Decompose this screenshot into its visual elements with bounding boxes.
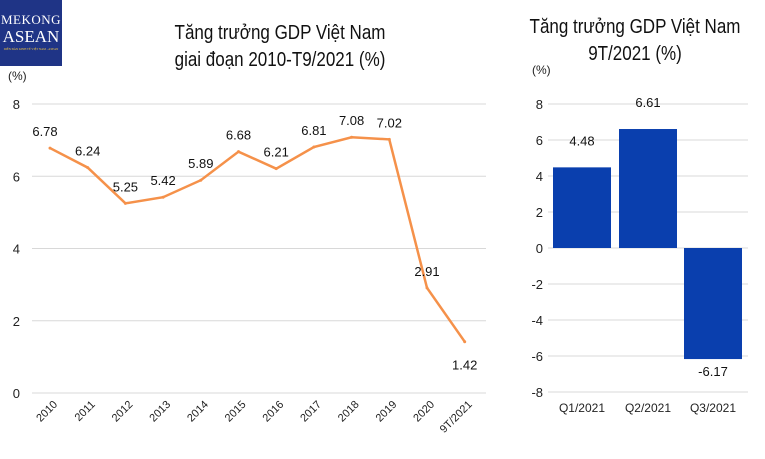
data-label: 6.68: [226, 128, 251, 143]
right-title-line2: 9T/2021 (%): [588, 43, 682, 65]
x-tick-label: 2016: [261, 399, 287, 425]
x-tick-label: 2017: [298, 399, 324, 425]
data-label: 2.91: [414, 264, 439, 279]
y-axis-label: (%): [532, 63, 551, 77]
y-tick-label: 2: [536, 205, 543, 220]
x-tick-label: Q2/2021: [625, 401, 671, 415]
x-tick-label: 2012: [110, 399, 136, 425]
data-point: [350, 135, 354, 139]
data-label: 1.42: [452, 358, 477, 373]
bar: [553, 167, 611, 248]
data-label: 6.81: [301, 123, 326, 138]
x-tick-label: 2013: [147, 399, 173, 425]
left-title-line2: giai đoạn 2010-T9/2021 (%): [174, 49, 386, 71]
y-tick-label: 2: [13, 314, 20, 329]
x-tick-label: Q3/2021: [690, 401, 736, 415]
data-point: [237, 150, 240, 154]
y-tick-label: 6: [13, 169, 20, 184]
data-point: [123, 201, 127, 205]
data-label: 5.89: [188, 156, 213, 171]
x-tick-label: Q1/2021: [559, 401, 605, 415]
data-label: 5.25: [113, 179, 138, 194]
data-label: 7.08: [339, 113, 364, 128]
data-point: [161, 195, 165, 199]
y-tick-label: 0: [13, 386, 20, 401]
y-axis-label: (%): [8, 69, 27, 83]
data-point: [86, 166, 90, 170]
right-chart-title: Tăng trưởng GDP Việt Nam 9T/2021 (%): [529, 14, 742, 68]
logo-tagline: DIỄN ĐÀN KINH TẾ VIỆT NAM - ASEAN: [3, 47, 59, 51]
y-tick-label: 8: [536, 97, 543, 112]
data-point: [48, 146, 52, 150]
data-label: 5.42: [150, 173, 175, 188]
y-tick-label: 4: [536, 169, 543, 184]
y-tick-label: 6: [536, 133, 543, 148]
x-tick-label: 2020: [411, 399, 437, 425]
x-tick-label: 2019: [374, 399, 400, 425]
left-title-line1: Tăng trưởng GDP Việt Nam: [174, 22, 386, 44]
x-tick-label: 2018: [336, 399, 362, 425]
data-label: 6.21: [264, 145, 289, 160]
x-tick-label: 2010: [34, 399, 60, 425]
data-point: [274, 167, 278, 171]
data-point: [425, 286, 429, 290]
x-tick-label: 2011: [73, 399, 98, 424]
y-tick-label: 8: [13, 97, 20, 112]
y-tick-label: 0: [536, 241, 543, 256]
x-tick-label: 9T/2021: [438, 399, 475, 436]
data-label: 6.78: [32, 124, 57, 139]
logo-line2: ASEAN: [2, 27, 60, 46]
y-tick-label: -8: [531, 385, 543, 400]
series-line: [49, 135, 466, 343]
logo-line1: MEKONG: [0, 12, 62, 27]
data-label: 7.02: [377, 115, 402, 130]
data-point: [199, 178, 203, 182]
y-tick-label: -6: [531, 349, 543, 364]
data-point: [312, 145, 316, 149]
bar: [619, 129, 677, 248]
data-point: [387, 137, 391, 141]
y-tick-label: 4: [13, 242, 20, 257]
y-tick-label: -4: [531, 313, 543, 328]
left-chart-title: Tăng trưởng GDP Việt Nam giai đoạn 2010-…: [127, 20, 433, 74]
data-point: [463, 340, 467, 344]
data-label: 4.48: [569, 133, 594, 148]
mekong-asean-logo: MEKONG ASEAN DIỄN ĐÀN KINH TẾ VIỆT NAM -…: [0, 0, 62, 66]
y-tick-label: -2: [531, 277, 543, 292]
data-label: 6.24: [75, 144, 100, 159]
bar: [684, 248, 742, 360]
data-label: 6.61: [635, 95, 660, 110]
x-tick-label: 2014: [185, 399, 211, 425]
x-tick-label: 2015: [223, 399, 249, 425]
data-label: -6.17: [698, 364, 728, 379]
right-title-line1: Tăng trưởng GDP Việt Nam: [529, 16, 741, 38]
